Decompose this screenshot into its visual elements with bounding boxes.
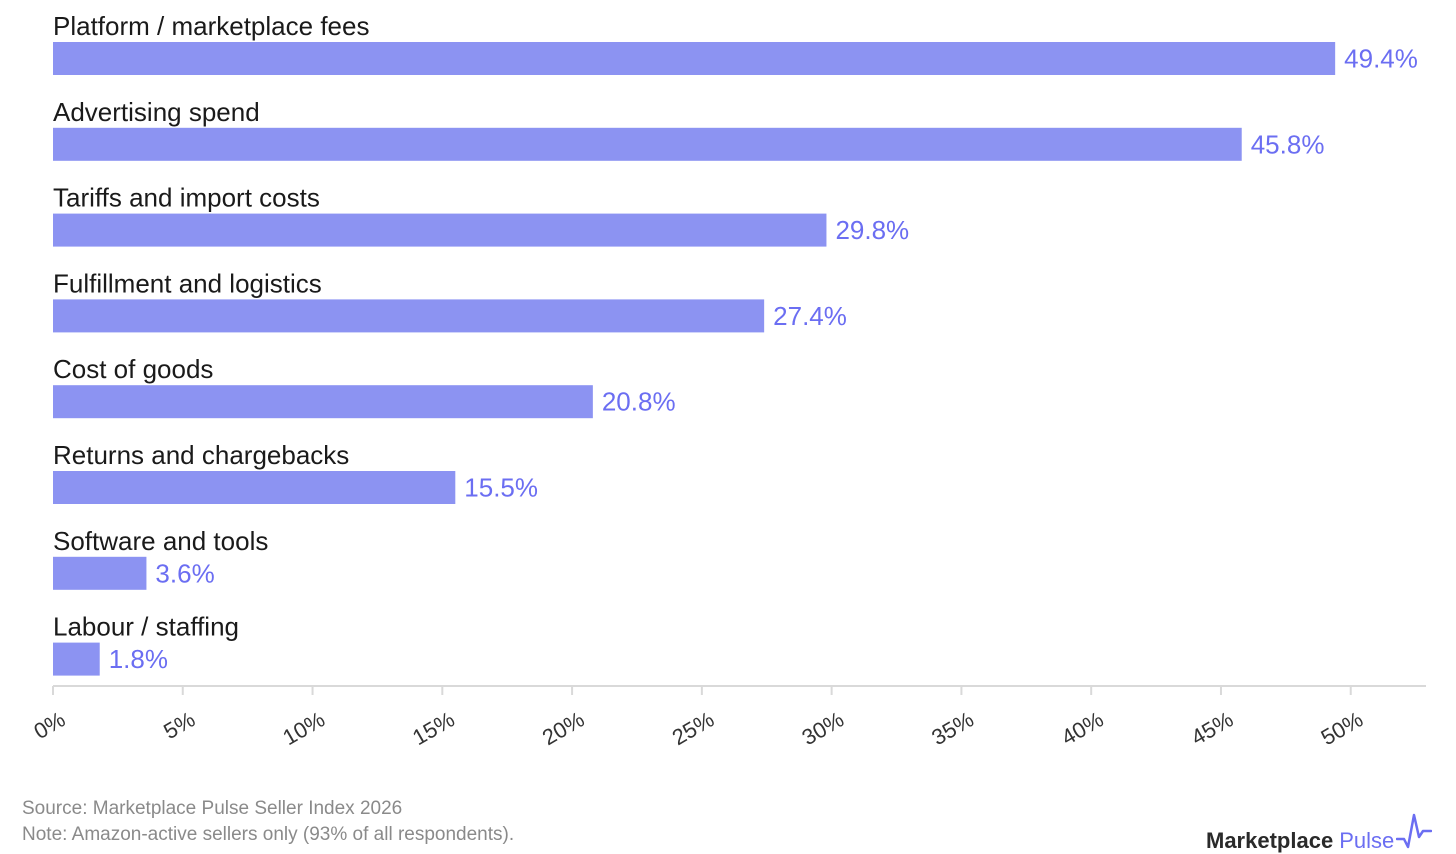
bar — [53, 642, 100, 676]
x-tick-label: 50% — [1317, 707, 1368, 751]
category-label: Tariffs and import costs — [53, 183, 320, 213]
bar-row: Advertising spend 45.8% — [53, 97, 1324, 161]
category-label: Labour / staffing — [53, 612, 239, 642]
bar-row: Returns and chargebacks 15.5% — [53, 440, 538, 504]
bars-layer: Platform / marketplace fees 49.4% Advertis… — [53, 11, 1418, 676]
category-label: Cost of goods — [53, 354, 213, 384]
x-tick-label: 30% — [797, 707, 848, 751]
x-tick-label: 5% — [159, 707, 199, 745]
bar — [53, 213, 827, 247]
value-label: 29.8% — [835, 215, 909, 245]
x-axis: 0% 5% 10% 15% 20% 25% 30% 35% 40% 45% 50% — [29, 685, 1426, 751]
bar — [53, 471, 456, 504]
value-label: 3.6% — [155, 558, 214, 588]
x-tick-label: 10% — [278, 707, 329, 751]
value-label: 15.5% — [464, 473, 538, 503]
x-tick-label: 20% — [538, 707, 589, 751]
brand-name: Marketplace — [1206, 828, 1334, 853]
bar-chart: Platform / marketplace fees 49.4% Advertis… — [29, 11, 1426, 751]
category-label: Software and tools — [53, 526, 268, 556]
bar — [53, 385, 593, 419]
x-tick-label: 0% — [29, 707, 69, 745]
x-tick-label: 25% — [668, 707, 719, 751]
bar — [53, 127, 1242, 161]
bar-row: Tariffs and import costs 29.8% — [53, 183, 909, 247]
category-label: Platform / marketplace fees — [53, 11, 369, 41]
value-label: 20.8% — [602, 387, 676, 417]
pulse-line-icon — [1396, 813, 1433, 849]
brand-logo: Marketplace Pulse — [1206, 812, 1433, 854]
bar — [53, 42, 1336, 75]
category-label: Returns and chargebacks — [53, 440, 349, 470]
value-label: 1.8% — [109, 644, 168, 674]
value-label: 27.4% — [773, 301, 847, 331]
chart-footer: Source: Marketplace Pulse Seller Index 2… — [22, 796, 514, 848]
x-tick-label: 35% — [927, 707, 978, 751]
x-tick-label: 40% — [1057, 707, 1108, 751]
bar-row: Platform / marketplace fees 49.4% — [53, 11, 1418, 75]
bar — [53, 299, 765, 333]
value-label: 45.8% — [1251, 129, 1325, 159]
x-tick-label: 45% — [1187, 707, 1238, 751]
bar-row: Cost of goods 20.8% — [53, 354, 676, 419]
source-text: Source: Marketplace Pulse Seller Index 2… — [22, 798, 403, 819]
bar — [53, 556, 147, 590]
note-text: Note: Amazon-active sellers only (93% of… — [22, 824, 515, 845]
x-tick-label: 15% — [408, 707, 459, 751]
brand-accent: Pulse — [1339, 828, 1395, 853]
bar-row: Fulfillment and logistics 27.4% — [53, 268, 847, 333]
category-label: Fulfillment and logistics — [53, 268, 322, 298]
value-label: 49.4% — [1344, 44, 1418, 74]
category-label: Advertising spend — [53, 97, 260, 127]
